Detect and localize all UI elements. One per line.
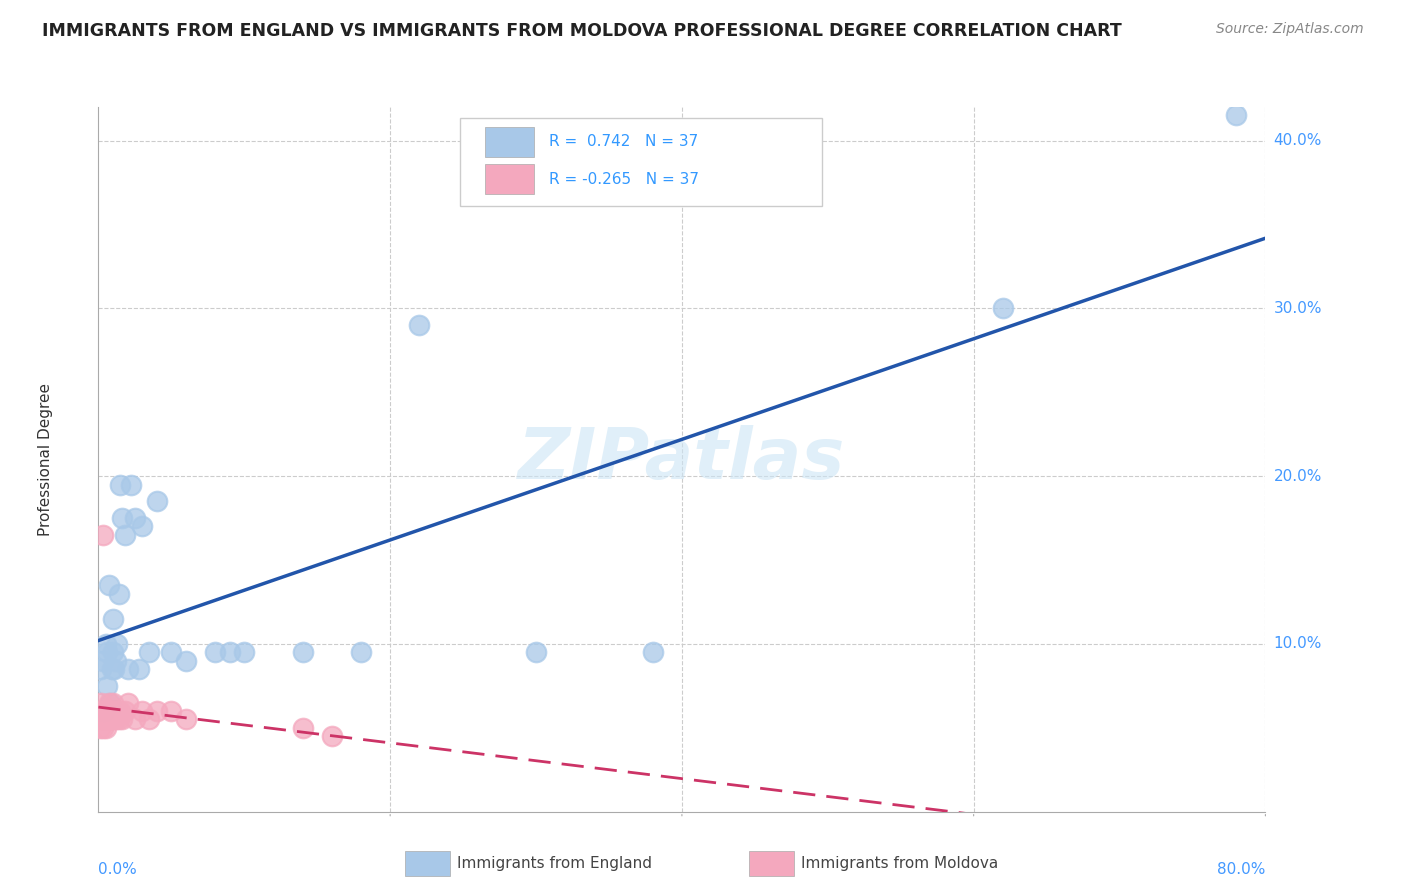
Point	[105, 704, 128, 718]
Point	[524, 645, 547, 659]
Point	[96, 679, 118, 693]
Text: 40.0%: 40.0%	[1274, 133, 1322, 148]
Point	[1225, 108, 1247, 122]
Point	[98, 704, 121, 718]
Point	[101, 696, 124, 710]
Point	[91, 721, 114, 735]
Text: 0.0%: 0.0%	[98, 862, 138, 877]
Point	[138, 713, 160, 727]
Point	[94, 637, 117, 651]
Point	[96, 645, 118, 659]
Point	[97, 713, 120, 727]
Point	[91, 654, 114, 668]
Point	[91, 528, 114, 542]
FancyBboxPatch shape	[485, 127, 534, 157]
Point	[101, 713, 124, 727]
Point	[291, 645, 314, 659]
Point	[93, 713, 115, 727]
Point	[94, 713, 117, 727]
Text: IMMIGRANTS FROM ENGLAND VS IMMIGRANTS FROM MOLDOVA PROFESSIONAL DEGREE CORRELATI: IMMIGRANTS FROM ENGLAND VS IMMIGRANTS FR…	[42, 22, 1122, 40]
Point	[146, 494, 169, 508]
Point	[108, 713, 131, 727]
Point	[96, 704, 118, 718]
Point	[204, 645, 226, 659]
Point	[114, 528, 136, 542]
Point	[117, 662, 139, 676]
Point	[100, 662, 122, 676]
Point	[94, 704, 117, 718]
Point	[93, 704, 115, 718]
Point	[233, 645, 256, 659]
Text: 30.0%: 30.0%	[1274, 301, 1322, 316]
Text: ZIPatlas: ZIPatlas	[519, 425, 845, 494]
Point	[124, 511, 146, 525]
Point	[160, 704, 183, 718]
Text: Immigrants from England: Immigrants from England	[457, 856, 652, 871]
FancyBboxPatch shape	[460, 118, 823, 206]
Point	[98, 713, 121, 727]
Text: Professional Degree: Professional Degree	[38, 383, 53, 536]
Point	[103, 662, 125, 676]
Point	[103, 704, 125, 718]
Point	[991, 301, 1014, 316]
Point	[97, 696, 120, 710]
Point	[408, 318, 430, 333]
Point	[174, 654, 197, 668]
Point	[124, 713, 146, 727]
Point	[174, 713, 197, 727]
Point	[105, 637, 128, 651]
Point	[131, 704, 153, 718]
Point	[321, 729, 343, 743]
Point	[90, 713, 112, 727]
Point	[114, 704, 136, 718]
Point	[110, 704, 132, 718]
Point	[89, 721, 111, 735]
Point	[291, 721, 314, 735]
Point	[108, 586, 131, 600]
Point	[104, 654, 127, 668]
Point	[117, 696, 139, 710]
Text: 10.0%: 10.0%	[1274, 636, 1322, 651]
Point	[97, 578, 120, 592]
Point	[111, 511, 134, 525]
Text: 20.0%: 20.0%	[1274, 468, 1322, 483]
Point	[146, 704, 169, 718]
FancyBboxPatch shape	[485, 164, 534, 194]
Point	[350, 645, 373, 659]
Point	[128, 662, 150, 676]
Point	[101, 645, 124, 659]
Point	[104, 713, 127, 727]
Point	[110, 477, 132, 491]
Point	[641, 645, 664, 659]
Point	[138, 645, 160, 659]
Point	[131, 519, 153, 533]
Text: Immigrants from Moldova: Immigrants from Moldova	[801, 856, 998, 871]
Point	[101, 612, 124, 626]
Text: 80.0%: 80.0%	[1218, 862, 1265, 877]
Point	[120, 477, 142, 491]
Point	[100, 704, 122, 718]
Point	[91, 704, 114, 718]
Point	[98, 696, 121, 710]
Point	[94, 721, 117, 735]
Point	[90, 662, 112, 676]
Point	[90, 696, 112, 710]
Point	[89, 704, 111, 718]
Point	[160, 645, 183, 659]
Text: R =  0.742   N = 37: R = 0.742 N = 37	[548, 135, 699, 149]
Text: R = -0.265   N = 37: R = -0.265 N = 37	[548, 171, 699, 186]
Point	[111, 713, 134, 727]
Text: Source: ZipAtlas.com: Source: ZipAtlas.com	[1216, 22, 1364, 37]
Point	[218, 645, 240, 659]
Point	[93, 704, 115, 718]
Point	[96, 713, 118, 727]
